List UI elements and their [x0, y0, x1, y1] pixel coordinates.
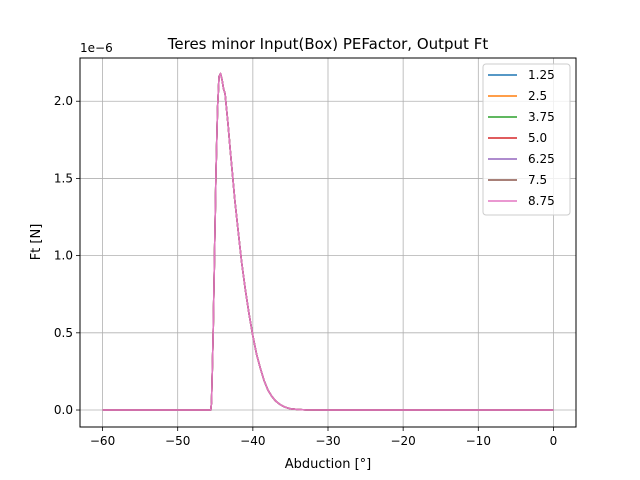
x-tick-label: 0 [550, 434, 558, 448]
x-tick-label: −30 [315, 434, 340, 448]
y-tick-label: 2.0 [54, 94, 73, 108]
legend-box [482, 63, 571, 216]
series-line-8-75 [102, 72, 554, 411]
legend-label: 3.75 [528, 110, 555, 124]
legend-label: 5.0 [528, 131, 547, 145]
y-axis-label: Ft [N] [29, 224, 44, 261]
legend-label: 8.75 [528, 194, 555, 208]
x-tick-label: −40 [240, 434, 265, 448]
legend-items: 1.25 2.5 3.75 5.0 6.25 7.5 8.75 [488, 68, 555, 208]
legend-label: 1.25 [528, 68, 555, 82]
legend-label: 2.5 [528, 89, 547, 103]
y-tick-label: 0.5 [54, 326, 73, 340]
y-axis-ticks: 0.0 0.5 1.0 1.5 2.0 [54, 94, 80, 417]
y-scale-label: 1e−6 [80, 41, 113, 55]
legend-label: 7.5 [528, 173, 547, 187]
x-axis-label: Abduction [°] [285, 457, 371, 472]
x-tick-label: −60 [90, 434, 115, 448]
legend: 1.25 2.5 3.75 5.0 6.25 7.5 8.75 [482, 63, 571, 216]
y-tick-label: 0.0 [54, 403, 73, 417]
series-lines [102, 72, 554, 411]
x-tick-label: −20 [390, 434, 415, 448]
chart-title: Teres minor Input(Box) PEFactor, Output … [167, 35, 489, 53]
y-tick-label: 1.5 [54, 171, 73, 185]
legend-label: 6.25 [528, 152, 555, 166]
x-tick-label: −50 [165, 434, 190, 448]
y-tick-label: 1.0 [54, 249, 73, 263]
x-tick-label: −10 [466, 434, 491, 448]
x-axis-ticks: −60 −50 −40 −30 −20 −10 0 [90, 427, 557, 448]
